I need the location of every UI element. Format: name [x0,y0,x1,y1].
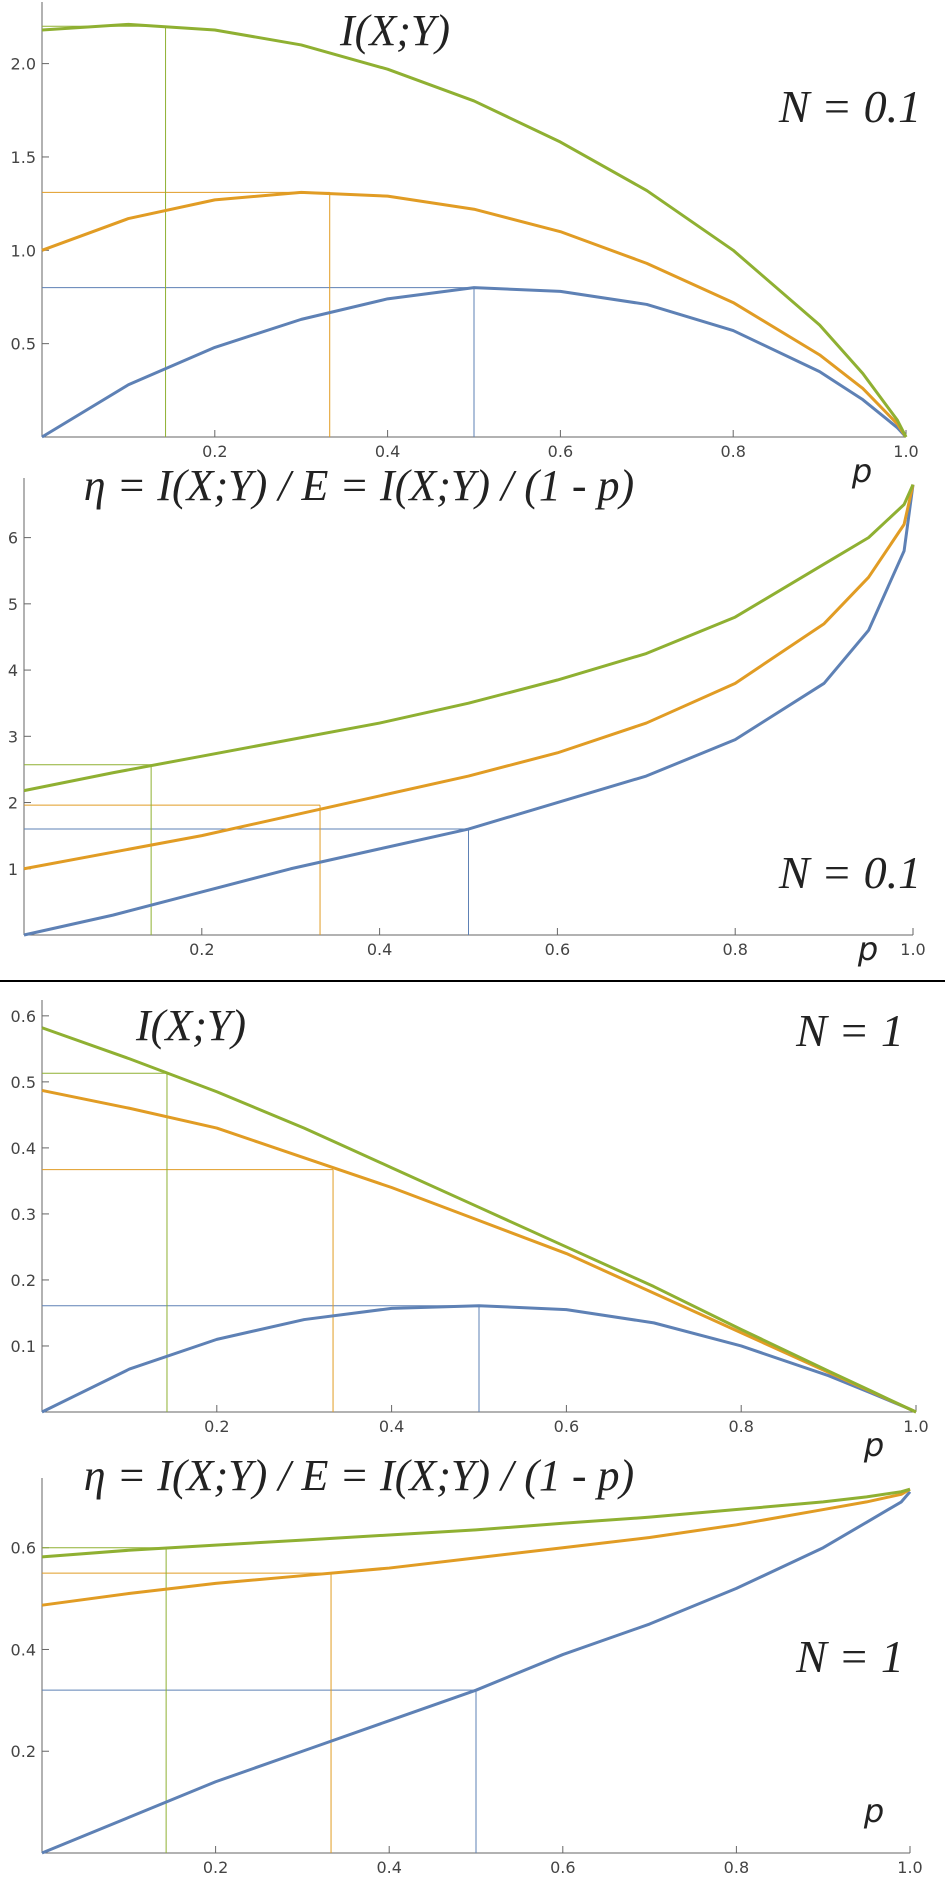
y-tick-label: 6 [8,529,18,548]
y-tick-label: 0.6 [11,1007,36,1026]
x-axis-label: p [857,930,878,968]
y-tick-label: 0.2 [11,1742,36,1761]
x-tick-label: 0.8 [722,940,747,959]
annotation: N = 0.1 [778,847,921,898]
series-line [41,1490,912,1855]
y-tick-label: 0.6 [11,1539,36,1558]
x-tick-label: 0.4 [379,1417,404,1436]
y-tick-label: 1.0 [11,241,36,260]
x-tick-label: 0.2 [189,940,214,959]
series-line [41,190,908,438]
x-tick-label: 0.2 [203,1858,228,1877]
x-tick-label: 0.8 [720,442,745,461]
series-line [23,484,915,937]
x-tick-label: 0.4 [376,1858,401,1877]
series-line [23,484,915,793]
series-line [23,484,915,871]
y-tick-label: 4 [8,661,18,680]
x-tick-label: 1.0 [893,442,918,461]
series-line [41,1487,911,1559]
chart-title: I(X;Y) [135,1001,246,1050]
annotation: N = 1 [795,1631,904,1682]
x-tick-label: 0.6 [545,940,570,959]
chart-title: I(X;Y) [339,6,450,55]
series-line [41,22,908,438]
annotation: N = 1 [795,1005,904,1056]
annotation: N = 0.1 [778,81,921,132]
x-tick-label: 0.4 [367,940,392,959]
chart-title: η = I(X;Y) / E = I(X;Y) / (1 - p) [84,461,634,510]
x-tick-label: 0.8 [728,1417,753,1436]
y-tick-label: 5 [8,595,18,614]
y-tick-label: 2.0 [11,55,36,74]
x-tick-label: 0.6 [550,1858,575,1877]
x-tick-label: 0.4 [375,442,400,461]
y-tick-label: 3 [8,727,18,746]
series-line [41,1487,911,1607]
y-tick-label: 0.5 [11,1073,36,1092]
x-tick-label: 1.0 [903,1417,928,1436]
chart-title: η = I(X;Y) / E = I(X;Y) / (1 - p) [84,1451,634,1500]
x-tick-label: 1.0 [900,940,925,959]
x-tick-label: 0.6 [554,1417,579,1436]
x-tick-label: 0.6 [548,442,573,461]
y-tick-label: 0.2 [11,1271,36,1290]
y-tick-label: 0.4 [11,1640,36,1659]
series-line [41,286,908,439]
y-tick-label: 0.1 [11,1337,36,1356]
y-tick-label: 1 [8,860,18,879]
x-tick-label: 0.2 [202,442,227,461]
series-line [41,1026,917,1414]
x-tick-label: 0.2 [204,1417,229,1436]
x-tick-label: 0.8 [724,1858,749,1877]
y-tick-label: 0.5 [11,335,36,354]
y-tick-label: 1.5 [11,148,36,167]
y-tick-label: 0.4 [11,1139,36,1158]
x-tick-label: 1.0 [897,1858,922,1877]
x-axis-label: p [863,1792,884,1830]
x-axis-label: p [863,1426,884,1464]
y-tick-label: 2 [8,794,18,813]
x-axis-label: p [851,452,872,490]
y-tick-label: 0.3 [11,1205,36,1224]
